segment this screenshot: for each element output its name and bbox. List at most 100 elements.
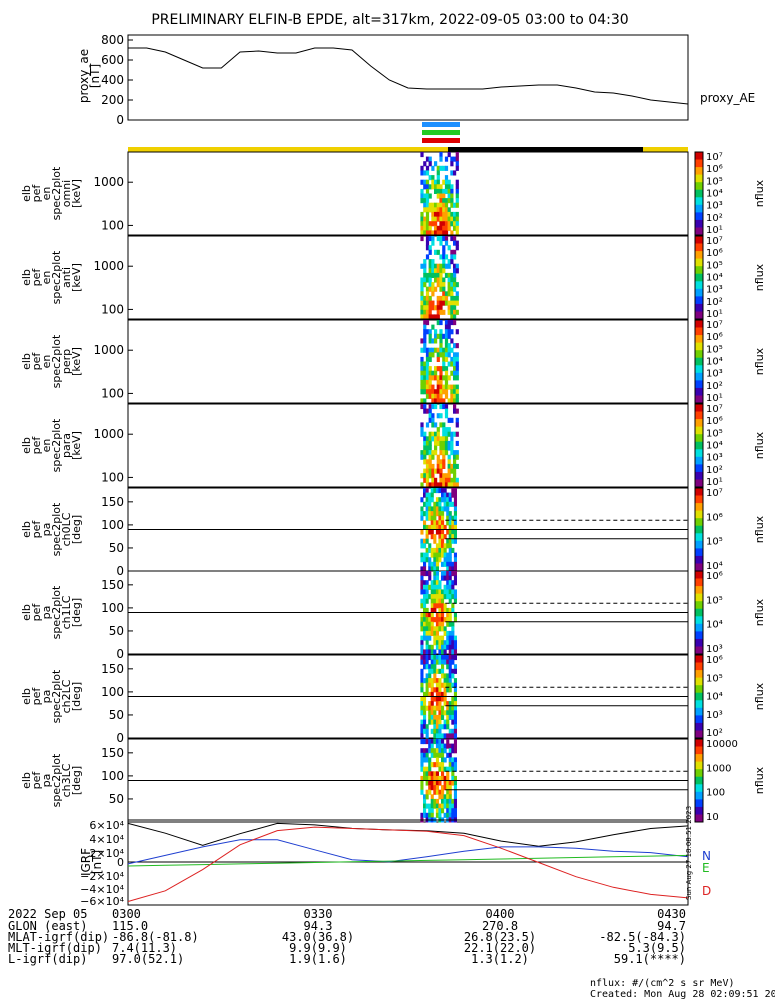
spectrogram-cell [436, 179, 440, 185]
spectrogram-cell [442, 202, 446, 208]
colorbar-segment [695, 739, 703, 747]
spectrogram-cell [425, 739, 429, 745]
spectrogram-cell [428, 370, 432, 376]
spectrogram-cell [425, 534, 429, 540]
spectrogram-cell [428, 347, 432, 353]
spectrogram-cell [428, 300, 432, 306]
spectrogram-cell [438, 520, 442, 526]
spectrogram-cell [439, 413, 443, 419]
spectrogram-cell [453, 557, 457, 563]
spectrogram-cell [441, 594, 445, 600]
spectrogram-cell [430, 589, 434, 595]
colorbar-tick-label: 10¹ [706, 477, 723, 488]
spectrogram-cell [438, 748, 442, 754]
spectrogram-cell [438, 743, 442, 749]
spectrogram-cell [430, 547, 434, 553]
spectrogram-cell [423, 714, 427, 720]
spectrogram-cell [420, 655, 424, 661]
spectrogram-cell [428, 473, 432, 479]
spectrogram-cell [444, 473, 449, 479]
spectrogram-cell [439, 230, 443, 236]
spectrogram-cell [423, 300, 427, 306]
spectrogram-cell [430, 739, 434, 745]
spectrogram-cell [433, 780, 437, 786]
spectrogram-ytick-label: 0 [116, 731, 124, 745]
spectrogram-cell [443, 571, 447, 577]
spectrogram-cell [453, 571, 457, 577]
spectrogram-cell [423, 775, 427, 781]
spectrogram-cell [430, 691, 434, 697]
spectrogram-cell [420, 165, 424, 171]
spectrogram-cell [431, 473, 435, 479]
spectrogram-cell [438, 557, 442, 563]
spectrogram-cell [444, 184, 449, 190]
spectrogram-cell [441, 497, 445, 503]
spectrogram-cell [443, 492, 447, 498]
spectrogram-cell [448, 547, 452, 553]
spectrogram-cell [441, 626, 445, 632]
spectrogram-cell [423, 561, 427, 567]
proxy-ae-ytick-label: 400 [101, 73, 124, 87]
spectrogram-cell [428, 417, 432, 423]
spectrogram-cell [434, 338, 438, 344]
spectrogram-cell [430, 594, 434, 600]
spectrogram-cell [428, 775, 432, 781]
spectrogram-cell [434, 268, 438, 274]
spectrogram-cell [425, 179, 430, 185]
spectrogram-cell [438, 529, 442, 535]
spectrogram-cell [448, 780, 452, 786]
spectrogram-cell [430, 785, 434, 791]
colorbar-segment [695, 571, 703, 579]
spectrogram-cell [453, 733, 457, 739]
spectrogram-cell [425, 477, 430, 483]
spectrogram-cell [423, 445, 427, 451]
spectrogram-cell [430, 612, 434, 618]
spectrogram-cell [444, 175, 449, 181]
spectrogram-cell [446, 630, 450, 636]
colorbar-segment [695, 236, 703, 244]
spectrogram-cell [455, 440, 459, 446]
spectrogram-cell [446, 808, 450, 814]
spectrogram-cell [435, 655, 439, 661]
spectrogram-cell [428, 431, 432, 437]
spectrogram-cell [430, 617, 434, 623]
spectrogram-cell [431, 221, 435, 227]
spectrogram-cell [451, 594, 455, 600]
colorbar-segment [695, 357, 703, 366]
spectrogram-cell [441, 529, 445, 535]
spectrogram-cell [434, 477, 438, 483]
spectrogram-cell [431, 393, 435, 399]
spectrogram-cell [423, 454, 427, 460]
spectrogram-cell [434, 431, 438, 437]
spectrogram-cell [428, 557, 432, 563]
spectrogram-cell [435, 557, 439, 563]
spectrogram-cell [446, 529, 450, 535]
footer-row-value: 94.3 [304, 919, 333, 933]
spectrogram-cell [453, 211, 457, 217]
spectrogram-cell [443, 733, 447, 739]
spectrogram-cell [453, 473, 457, 479]
proxy-ae-ytick-label: 600 [101, 53, 124, 67]
spectrogram-cell [438, 589, 442, 595]
spectrogram-cell [455, 263, 459, 269]
spectrogram-cell [438, 719, 442, 725]
spectrogram-cell [425, 803, 429, 809]
spectrogram-ylabel: en [40, 439, 53, 453]
spectrogram-cell [438, 766, 442, 772]
spectrogram-cell [425, 771, 429, 777]
spectrogram-cell [451, 719, 455, 725]
spectrogram-cell [444, 370, 449, 376]
spectrogram-cell [443, 552, 447, 558]
spectrogram-cell [453, 664, 457, 670]
spectrogram-cell [430, 798, 434, 804]
spectrogram-cell [435, 529, 439, 535]
spectrogram-cell [453, 561, 457, 567]
spectrogram-cell [420, 361, 424, 367]
spectrogram-cell [423, 216, 427, 222]
spectrogram-cell [423, 520, 427, 526]
spectrogram-cell [431, 268, 435, 274]
proxy-ae-legend: proxy_AE [700, 91, 755, 105]
spectrogram-cell [442, 404, 446, 410]
footer-row-value: 115.0 [112, 919, 148, 933]
spectrogram-cell [450, 291, 454, 297]
